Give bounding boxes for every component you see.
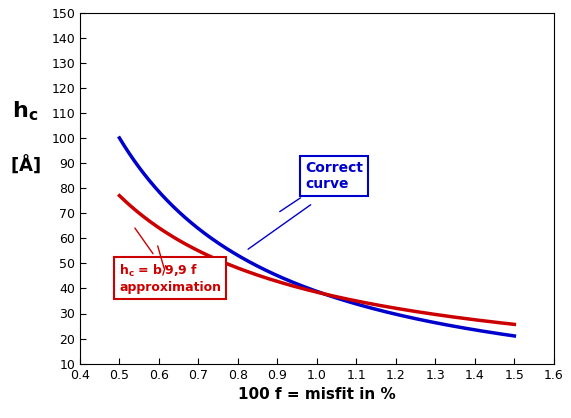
- Text: $\mathbf{[\AA]}$: $\mathbf{[\AA]}$: [10, 152, 41, 175]
- Text: Correct
curve: Correct curve: [280, 161, 363, 212]
- Text: $\mathbf{h_c}$: $\mathbf{h_c}$: [13, 99, 38, 122]
- X-axis label: 100 f = misfit in %: 100 f = misfit in %: [238, 387, 396, 402]
- Text: $\mathbf{h_c}$ = b/9,9 f
approximation: $\mathbf{h_c}$ = b/9,9 f approximation: [119, 228, 222, 294]
